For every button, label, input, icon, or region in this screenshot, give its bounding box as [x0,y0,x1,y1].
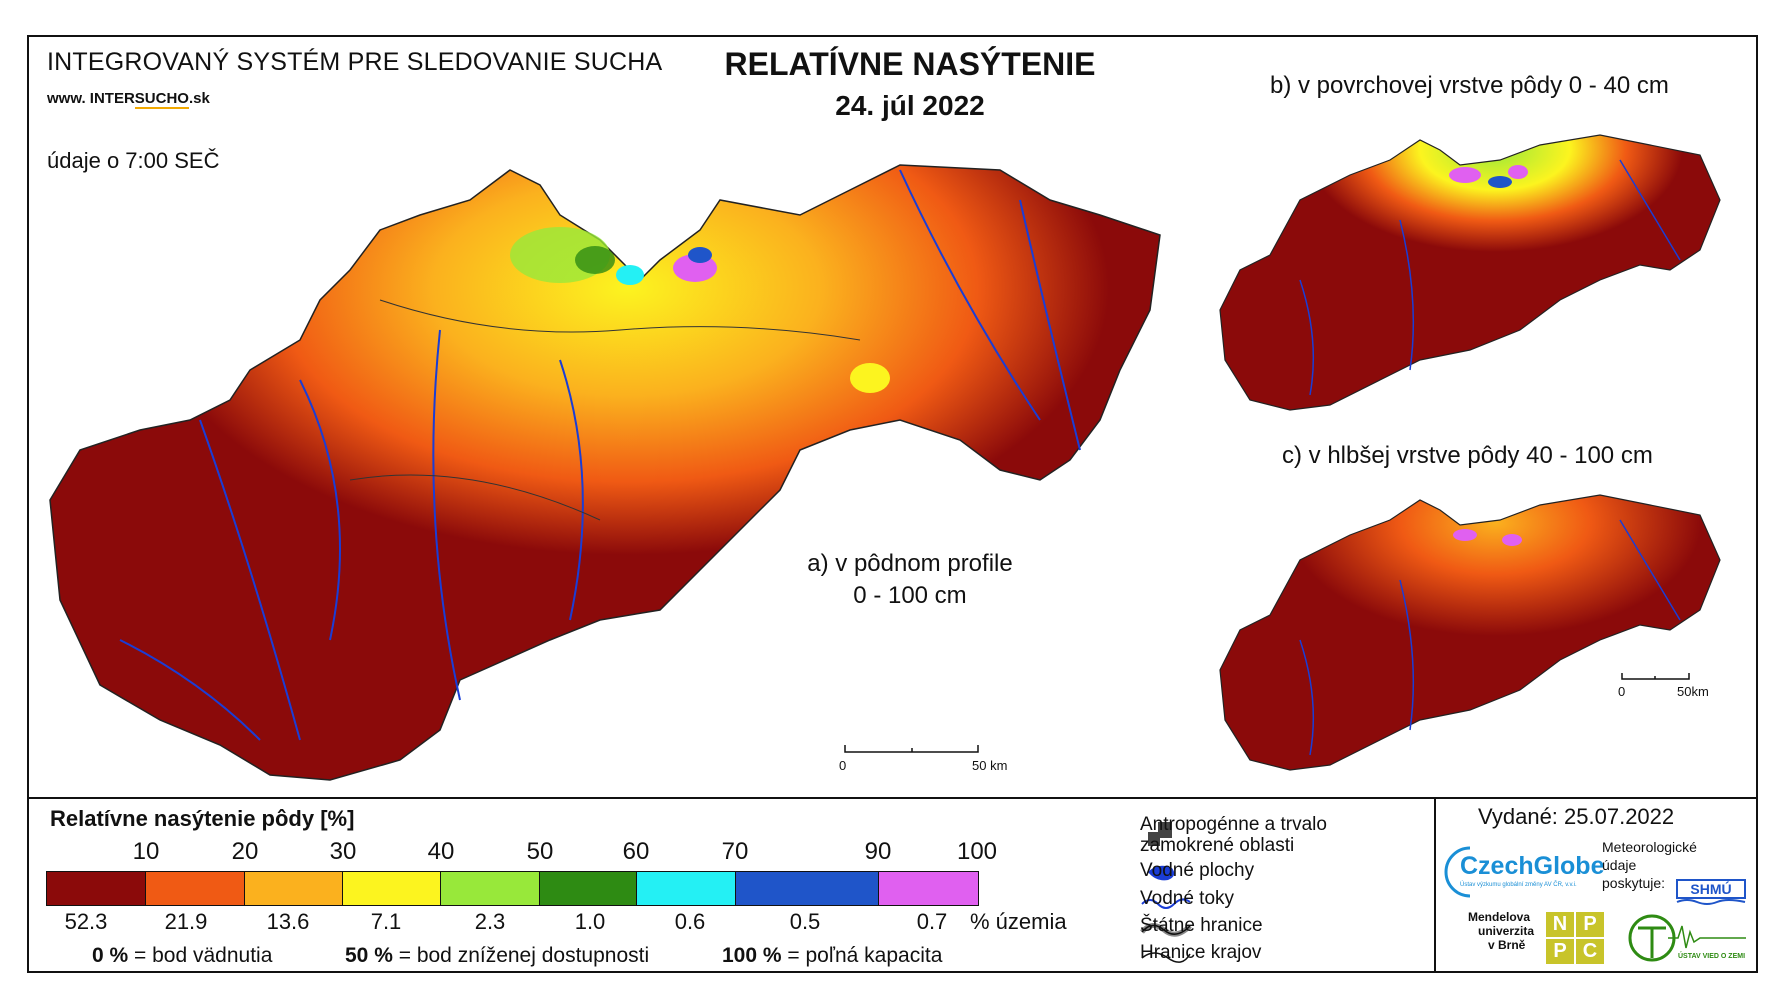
legend-swatch [441,872,540,905]
uvz-logo: ÚSTAV VIED O ZEMI [1628,914,1746,962]
map-frame [27,35,1758,973]
legend-share: 21.9 [164,909,208,934]
legend-tick: 30 [329,838,357,865]
legend-swatch [879,872,978,905]
legend-color-bar [46,871,979,906]
meteo-line2: údaje [1602,857,1637,873]
legend-title: Relatívne nasýtenie pôdy [%] [50,806,355,831]
legend-tick: 100 [956,838,998,865]
definition-value: 0 % [92,944,129,967]
water-areas-label: Vodné plochy [1140,860,1255,881]
legend-tick: 40 [427,838,455,865]
time-note: údaje o 7:00 SEČ [47,148,220,173]
definition-capacity: 100 % = poľná kapacita [722,944,942,968]
scale-bar-small [1621,673,1690,680]
website-suffix: .sk [188,90,210,107]
symbol-icons [1140,822,1192,963]
legend-share: 2.3 [474,909,506,934]
stream-icon [1141,898,1191,909]
issued-date: Vydané: 25.07.2022 [1478,804,1675,829]
legend-tick: 10 [132,838,160,865]
map-b [1219,134,1721,411]
legend-swatch [146,872,245,905]
antropogenic-label: Antropogénne a trvalo zamokrené oblasti [1140,814,1327,856]
mendel-line1: Mendelova [1468,910,1531,924]
legend-share-unit: % územia [970,909,1067,934]
legend-swatch [736,872,879,905]
shmu-text: SHMÚ [1690,880,1731,897]
scale-main-end: 50 km [972,758,1008,773]
main-title: RELATÍVNE NASÝTENIE [724,46,1096,82]
definition-value: 50 % [345,944,393,967]
legend-swatch [245,872,343,905]
map-c-label: c) v hlbšej vrstve pôdy 40 - 100 cm [1282,442,1653,469]
scale-small-end: 50km [1677,684,1709,699]
legend-share: 52.3 [64,909,108,934]
meteo-provider-note: Meteorologické údaje poskytuje: [1602,838,1697,892]
npc-letter: P [1576,912,1604,937]
map-a-label: a) v pôdnom profile 0 - 100 cm [780,548,1040,612]
map-b-label: b) v povrchovej vrstve pôdy 0 - 40 cm [1270,72,1669,99]
legend-swatch [540,872,637,905]
czechglobe-logo [1444,846,1471,898]
map-a-label-line2: 0 - 100 cm [853,582,967,609]
npc-letter: C [1576,939,1604,964]
legend-tick: 70 [721,838,749,865]
antropogenic-area-icon [1148,822,1172,846]
legend-swatch [637,872,736,905]
czechglobe-subtitle: Ústav výzkumu globální změny AV ČR, v.v.… [1460,882,1577,888]
mendel-line3: v Brně [1488,938,1526,952]
definition-text: = bod vädnutia [134,944,273,967]
system-title: INTEGROVANÝ SYSTÉM PRE SLEDOVANIE SUCHA [47,48,663,76]
meteo-line1: Meteorologické [1602,839,1697,855]
credits-divider [1434,797,1436,973]
legend-swatch [343,872,441,905]
map-a-label-line1: a) v pôdnom profile [807,550,1013,577]
czechglobe-name: CzechGlobe [1460,852,1605,880]
website-prefix: www. INTER [47,90,135,107]
website-link[interactable]: www. INTERSUCHO.sk [47,90,210,109]
legend-tick: 20 [231,838,259,865]
definition-value: 100 % [722,944,782,967]
mendel-line2: univerzita [1478,924,1535,938]
definition-reduced: 50 % = bod zníženej dostupnosti [345,944,649,968]
legend-share: 0.7 [916,909,948,934]
region-border-label: Hranice krajov [1140,942,1262,963]
antropogenic-line2: zamokrené oblasti [1140,835,1295,856]
legend-tick: 50 [526,838,554,865]
antropogenic-line1: Antropogénne a trvalo [1140,814,1327,835]
definition-wilting: 0 % = bod vädnutia [92,944,272,968]
map-a [49,164,1161,781]
legend-share: 1.0 [574,909,606,934]
website-highlight: SUCHO [134,90,189,109]
legend-share: 7.1 [370,909,402,934]
legend-tick: 90 [864,838,892,865]
npc-letter: N [1546,912,1574,937]
legend-share: 0.6 [674,909,706,934]
uvz-text: ÚSTAV VIED O ZEMI [1678,951,1745,960]
mendel-university-logo: Mendelova univerzita v Brně [1468,910,1534,952]
shmu-logo: SHMÚ [1676,879,1746,905]
map-date: 24. júl 2022 [835,90,985,121]
npc-logo: N P P C [1546,912,1604,964]
water-area-icon [1148,865,1175,881]
npc-letter: P [1546,939,1574,964]
map-c [1219,494,1721,771]
legend-tick: 60 [622,838,650,865]
meteo-line3: poskytuje: [1602,875,1666,891]
legend-swatch [47,872,146,905]
water-streams-label: Vodné toky [1140,888,1235,909]
scale-main-start: 0 [839,758,847,773]
scale-bar-main [844,745,979,753]
scale-small-start: 0 [1618,684,1626,699]
region-border-icon [1141,952,1191,963]
legend-share: 13.6 [266,909,310,934]
definition-text: = poľná kapacita [787,944,943,967]
legend-share: 0.5 [789,909,821,934]
definition-text: = bod zníženej dostupnosti [398,944,650,967]
state-border-label: Štátne hranice [1140,915,1263,936]
legend-divider [27,797,1758,799]
